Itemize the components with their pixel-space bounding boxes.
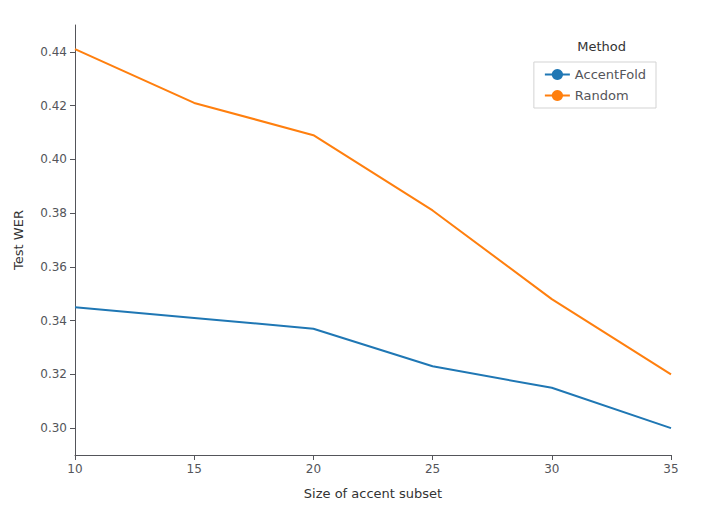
svg-text:0.38: 0.38: [40, 206, 67, 220]
svg-text:0.42: 0.42: [40, 99, 67, 113]
svg-text:25: 25: [425, 462, 440, 476]
svg-text:AccentFold: AccentFold: [575, 67, 646, 82]
svg-text:10: 10: [67, 462, 82, 476]
svg-text:Size of accent subset: Size of accent subset: [304, 486, 442, 501]
svg-text:0.36: 0.36: [40, 260, 67, 274]
svg-text:15: 15: [187, 462, 202, 476]
svg-text:0.34: 0.34: [40, 314, 67, 328]
svg-text:Method: Method: [577, 39, 626, 54]
svg-text:Random: Random: [575, 88, 629, 103]
svg-text:0.44: 0.44: [40, 45, 67, 59]
svg-text:Test WER: Test WER: [11, 210, 26, 271]
svg-text:20: 20: [306, 462, 321, 476]
svg-text:35: 35: [663, 462, 678, 476]
svg-text:0.30: 0.30: [40, 421, 67, 435]
svg-text:0.40: 0.40: [40, 152, 67, 166]
svg-text:0.32: 0.32: [40, 367, 67, 381]
svg-text:30: 30: [544, 462, 559, 476]
